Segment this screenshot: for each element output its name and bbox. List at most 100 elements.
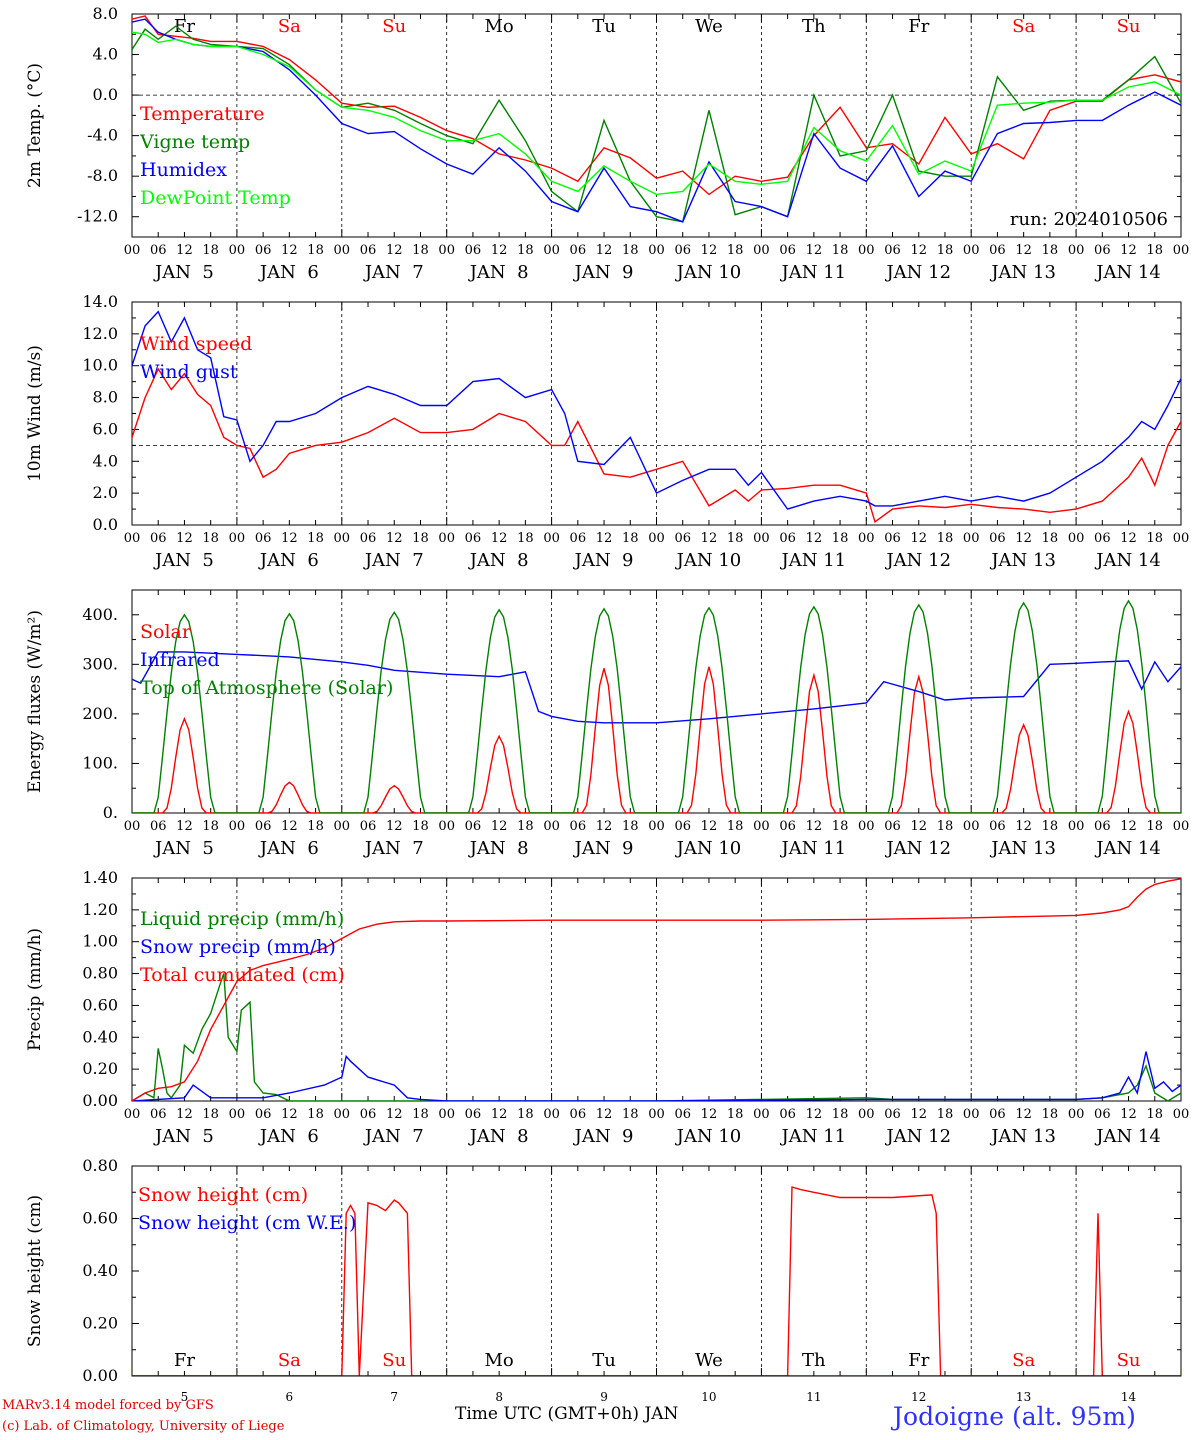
x-hour-label: 06	[360, 819, 377, 834]
x-day-number: 14	[1121, 1390, 1137, 1404]
x-hour-label: 12	[281, 1107, 298, 1122]
x-hour-label: 12	[701, 1107, 718, 1122]
x-hour-label: 06	[989, 819, 1006, 834]
x-hour-label: 12	[806, 243, 823, 258]
x-hour-label: 00	[1068, 243, 1085, 258]
x-hour-label: 06	[255, 819, 272, 834]
y-tick-label: 0.00	[82, 1366, 118, 1385]
x-hour-label: 06	[779, 1107, 796, 1122]
x-hour-label: 18	[307, 243, 324, 258]
x-hour-label: 12	[176, 819, 193, 834]
x-hour-label: 06	[779, 531, 796, 546]
x-date-label: JAN 7	[363, 550, 424, 571]
x-hour-label: 00	[963, 1107, 980, 1122]
x-date-label: JAN 7	[363, 262, 424, 283]
x-hour-label: 12	[386, 243, 403, 258]
weekday-label: Sa	[278, 16, 301, 37]
x-hour-label: 18	[1042, 1107, 1059, 1122]
x-hour-label: 06	[570, 243, 587, 258]
series-line-snow-height-cm-	[132, 1186, 1181, 1376]
y-tick-label: -12.0	[77, 207, 118, 226]
x-hour-label: 12	[701, 819, 718, 834]
x-hour-label: 18	[307, 819, 324, 834]
x-hour-label: 00	[229, 1107, 246, 1122]
weekday-label: Tu	[592, 16, 616, 37]
x-day-number: 5	[181, 1390, 189, 1404]
weekday-label: Sa	[278, 1350, 301, 1371]
chart-panel-2: 14.0 12.0 10.0 8.0 6.0 4.0 2.0 0.0 10m Wind (m/s…	[25, 292, 1189, 571]
x-hour-label: 12	[910, 243, 927, 258]
x-hour-label: 06	[570, 819, 587, 834]
y-tick-label: 0.80	[82, 964, 118, 983]
x-hour-label: 06	[884, 243, 901, 258]
weekday-label: Su	[1117, 16, 1141, 37]
x-date-label: JAN 14	[1094, 550, 1161, 571]
y-tick-label: 1.40	[82, 868, 118, 887]
series-line-wind-gust	[132, 310, 1181, 510]
x-hour-label: 06	[255, 531, 272, 546]
x-hour-label: 06	[360, 1107, 377, 1122]
x-hour-label: 00	[124, 531, 141, 546]
x-hour-label: 06	[360, 243, 377, 258]
x-day-number: 12	[911, 1390, 926, 1404]
x-date-label: JAN 11	[780, 1126, 847, 1147]
y-tick-label: 1.20	[82, 900, 118, 919]
x-hour-label: 06	[674, 243, 691, 258]
plot-frame	[131, 589, 1182, 814]
x-hour-label: 12	[806, 1107, 823, 1122]
x-date-label: JAN 9	[573, 1126, 634, 1147]
x-hour-label: 06	[465, 819, 482, 834]
chart-panel-4: 1.40 1.20 1.00 0.80 0.60 0.40 0.20 0.00 Precip (…	[25, 868, 1189, 1147]
x-hour-label: 18	[937, 243, 954, 258]
x-hour-label: 06	[1094, 243, 1111, 258]
weekday-label: Fr	[908, 1350, 929, 1371]
x-date-label: JAN 6	[258, 1126, 319, 1147]
legend-entry: Temperature	[140, 103, 264, 125]
x-date-label: JAN 9	[573, 262, 634, 283]
x-hour-label: 00	[543, 1107, 560, 1122]
x-day-number: 6	[286, 1390, 294, 1404]
weekday-label: Sa	[1012, 16, 1035, 37]
x-date-label: JAN 5	[153, 262, 214, 283]
x-hour-label: 18	[727, 243, 744, 258]
x-hour-label: 12	[491, 1107, 508, 1122]
x-hour-label: 00	[438, 819, 455, 834]
y-axis-label: Precip (mm/h)	[25, 928, 45, 1051]
x-hour-label: 12	[491, 819, 508, 834]
x-hour-label: 18	[1042, 531, 1059, 546]
station-name: Jodoigne (alt. 95m)	[893, 1402, 1136, 1431]
x-hour-label: 12	[596, 531, 613, 546]
chart-panel-5: 0.80 0.60 0.40 0.20 0.00 Snow height (cm) 5 6 7 8…	[25, 1156, 1182, 1404]
legend-entry: Infrared	[140, 649, 220, 671]
x-day-number: 9	[600, 1390, 608, 1404]
x-hour-label: 00	[858, 243, 875, 258]
legend-entry: Snow height (cm)	[138, 1184, 308, 1206]
x-hour-label: 00	[753, 243, 770, 258]
chart-panel-1: 8.0 4.0 0.0 -4.0 -8.0 -12.0 2m Temp. (°C) 00 06 1…	[25, 4, 1189, 283]
x-hour-label: 12	[596, 243, 613, 258]
x-hour-label: 18	[517, 1107, 534, 1122]
x-date-label: JAN 8	[468, 262, 529, 283]
x-hour-label: 00	[858, 1107, 875, 1122]
y-axis-label: 2m Temp. (°C)	[25, 63, 45, 188]
y-tick-label: 400.	[82, 605, 118, 624]
legend-entry: Top of Atmosphere (Solar)	[140, 677, 393, 699]
y-tick-label: 8.0	[93, 4, 118, 23]
x-hour-label: 06	[1094, 531, 1111, 546]
series-line-infrared	[132, 651, 1181, 724]
series-line-total-cumulated-cm-	[132, 878, 1181, 1101]
y-tick-label: 0.20	[82, 1314, 118, 1333]
x-hour-label: 18	[832, 531, 849, 546]
x-hour-label: 06	[779, 819, 796, 834]
x-hour-label: 18	[937, 1107, 954, 1122]
x-hour-label: 12	[596, 819, 613, 834]
x-hour-label: 18	[202, 819, 219, 834]
y-tick-label: 2.0	[93, 483, 118, 502]
y-tick-label: 0.40	[82, 1261, 118, 1280]
x-hour-label: 06	[570, 531, 587, 546]
x-hour-label: 18	[832, 819, 849, 834]
series-line-dewpoint-temp	[132, 31, 1181, 196]
x-date-label: JAN 8	[468, 1126, 529, 1147]
x-hour-label: 18	[622, 243, 639, 258]
x-hour-label: 18	[727, 819, 744, 834]
